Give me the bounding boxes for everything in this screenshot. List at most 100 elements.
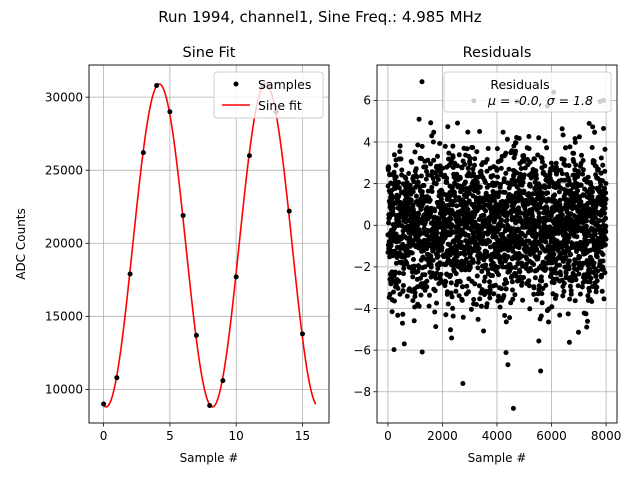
residual-point	[479, 226, 485, 232]
residuals-legend-stat: μ = -0.0, σ = 1.8	[487, 93, 593, 108]
residual-point	[559, 171, 565, 177]
residual-point	[418, 173, 424, 179]
residual-point	[584, 324, 590, 330]
residual-point	[449, 294, 455, 300]
sample-point	[207, 402, 213, 408]
residual-point	[503, 170, 509, 176]
residual-point	[579, 284, 585, 290]
residuals-legend-box	[443, 71, 612, 113]
residual-point	[588, 275, 594, 281]
residuals-title: Residuals	[463, 45, 532, 61]
residual-point	[487, 239, 493, 244]
sine-fit-panel: Sine Fit 0 5 10 15 10000 15000 20000 25000 30000…	[14, 45, 330, 465]
residual-point	[450, 154, 456, 160]
residual-point	[428, 274, 434, 280]
residual-point	[391, 289, 396, 295]
residual-point	[515, 260, 521, 266]
sample-point	[233, 274, 239, 280]
residual-point	[537, 215, 543, 221]
residual-point	[580, 171, 586, 177]
residual-point	[566, 178, 572, 184]
residual-point	[498, 165, 504, 171]
residual-point	[484, 249, 490, 255]
residual-point	[442, 283, 448, 289]
residual-point	[435, 266, 441, 271]
residual-point	[531, 261, 537, 267]
residual-point	[396, 185, 402, 191]
residual-point	[536, 283, 542, 289]
residual-point	[390, 209, 396, 215]
residual-point	[522, 233, 528, 239]
residual-point	[591, 260, 597, 266]
residual-point	[498, 182, 503, 187]
residual-point	[577, 291, 583, 297]
residual-point	[438, 196, 444, 202]
residual-point	[519, 253, 525, 259]
residual-point	[533, 297, 539, 303]
residual-point	[543, 239, 549, 245]
residual-point	[508, 182, 514, 188]
residual-point	[430, 176, 436, 181]
sample-point	[246, 153, 252, 159]
residual-point	[552, 192, 558, 198]
residual-point	[560, 132, 566, 138]
residual-point	[435, 177, 441, 182]
residual-point	[514, 273, 519, 279]
residual-point	[548, 160, 554, 166]
residual-point	[410, 274, 416, 280]
residual-point	[539, 278, 545, 284]
residual-point	[406, 171, 412, 176]
residual-point	[462, 179, 468, 185]
residual-point	[444, 180, 450, 185]
residual-outlier-point	[510, 405, 516, 411]
residual-point	[392, 269, 398, 275]
residual-point	[576, 329, 581, 335]
residual-outlier-point	[505, 362, 511, 368]
residual-point	[543, 282, 549, 288]
residual-point	[477, 296, 483, 302]
residual-point	[501, 176, 507, 182]
residual-point	[434, 230, 440, 236]
residual-point	[465, 165, 471, 171]
residual-point	[474, 179, 480, 185]
residual-point	[563, 145, 568, 151]
residual-point	[603, 196, 609, 202]
residual-point	[476, 283, 482, 289]
residual-point	[428, 264, 434, 270]
residual-point	[452, 189, 457, 195]
residual-point	[572, 298, 578, 304]
residual-point	[490, 273, 495, 279]
residuals-ytick-label: 2	[363, 177, 371, 191]
residual-point	[396, 219, 402, 225]
residual-point	[393, 231, 399, 237]
residual-point	[389, 309, 395, 315]
residual-point	[431, 157, 437, 163]
residual-point	[500, 129, 506, 135]
residual-point	[414, 174, 420, 180]
residual-point	[442, 143, 448, 149]
residual-point	[549, 304, 555, 310]
residual-point	[504, 217, 510, 223]
residual-point	[452, 198, 458, 203]
residual-point	[602, 210, 607, 216]
residual-point	[568, 251, 574, 257]
residual-point	[498, 286, 504, 292]
residual-point	[578, 182, 584, 188]
residual-point	[487, 295, 493, 301]
residual-point	[592, 129, 598, 135]
residual-point	[433, 275, 439, 281]
residual-point	[474, 273, 480, 279]
residual-point	[590, 185, 595, 191]
residual-point	[464, 283, 470, 289]
residual-point	[513, 140, 519, 146]
residual-point	[572, 139, 578, 145]
residual-point	[586, 288, 592, 294]
residual-point	[472, 219, 478, 225]
sample-point	[140, 150, 146, 156]
residual-point	[443, 279, 449, 285]
residual-point	[539, 300, 545, 306]
sample-point	[101, 401, 107, 407]
residual-point	[386, 165, 392, 171]
residual-point	[590, 189, 595, 195]
residual-point	[413, 166, 419, 172]
